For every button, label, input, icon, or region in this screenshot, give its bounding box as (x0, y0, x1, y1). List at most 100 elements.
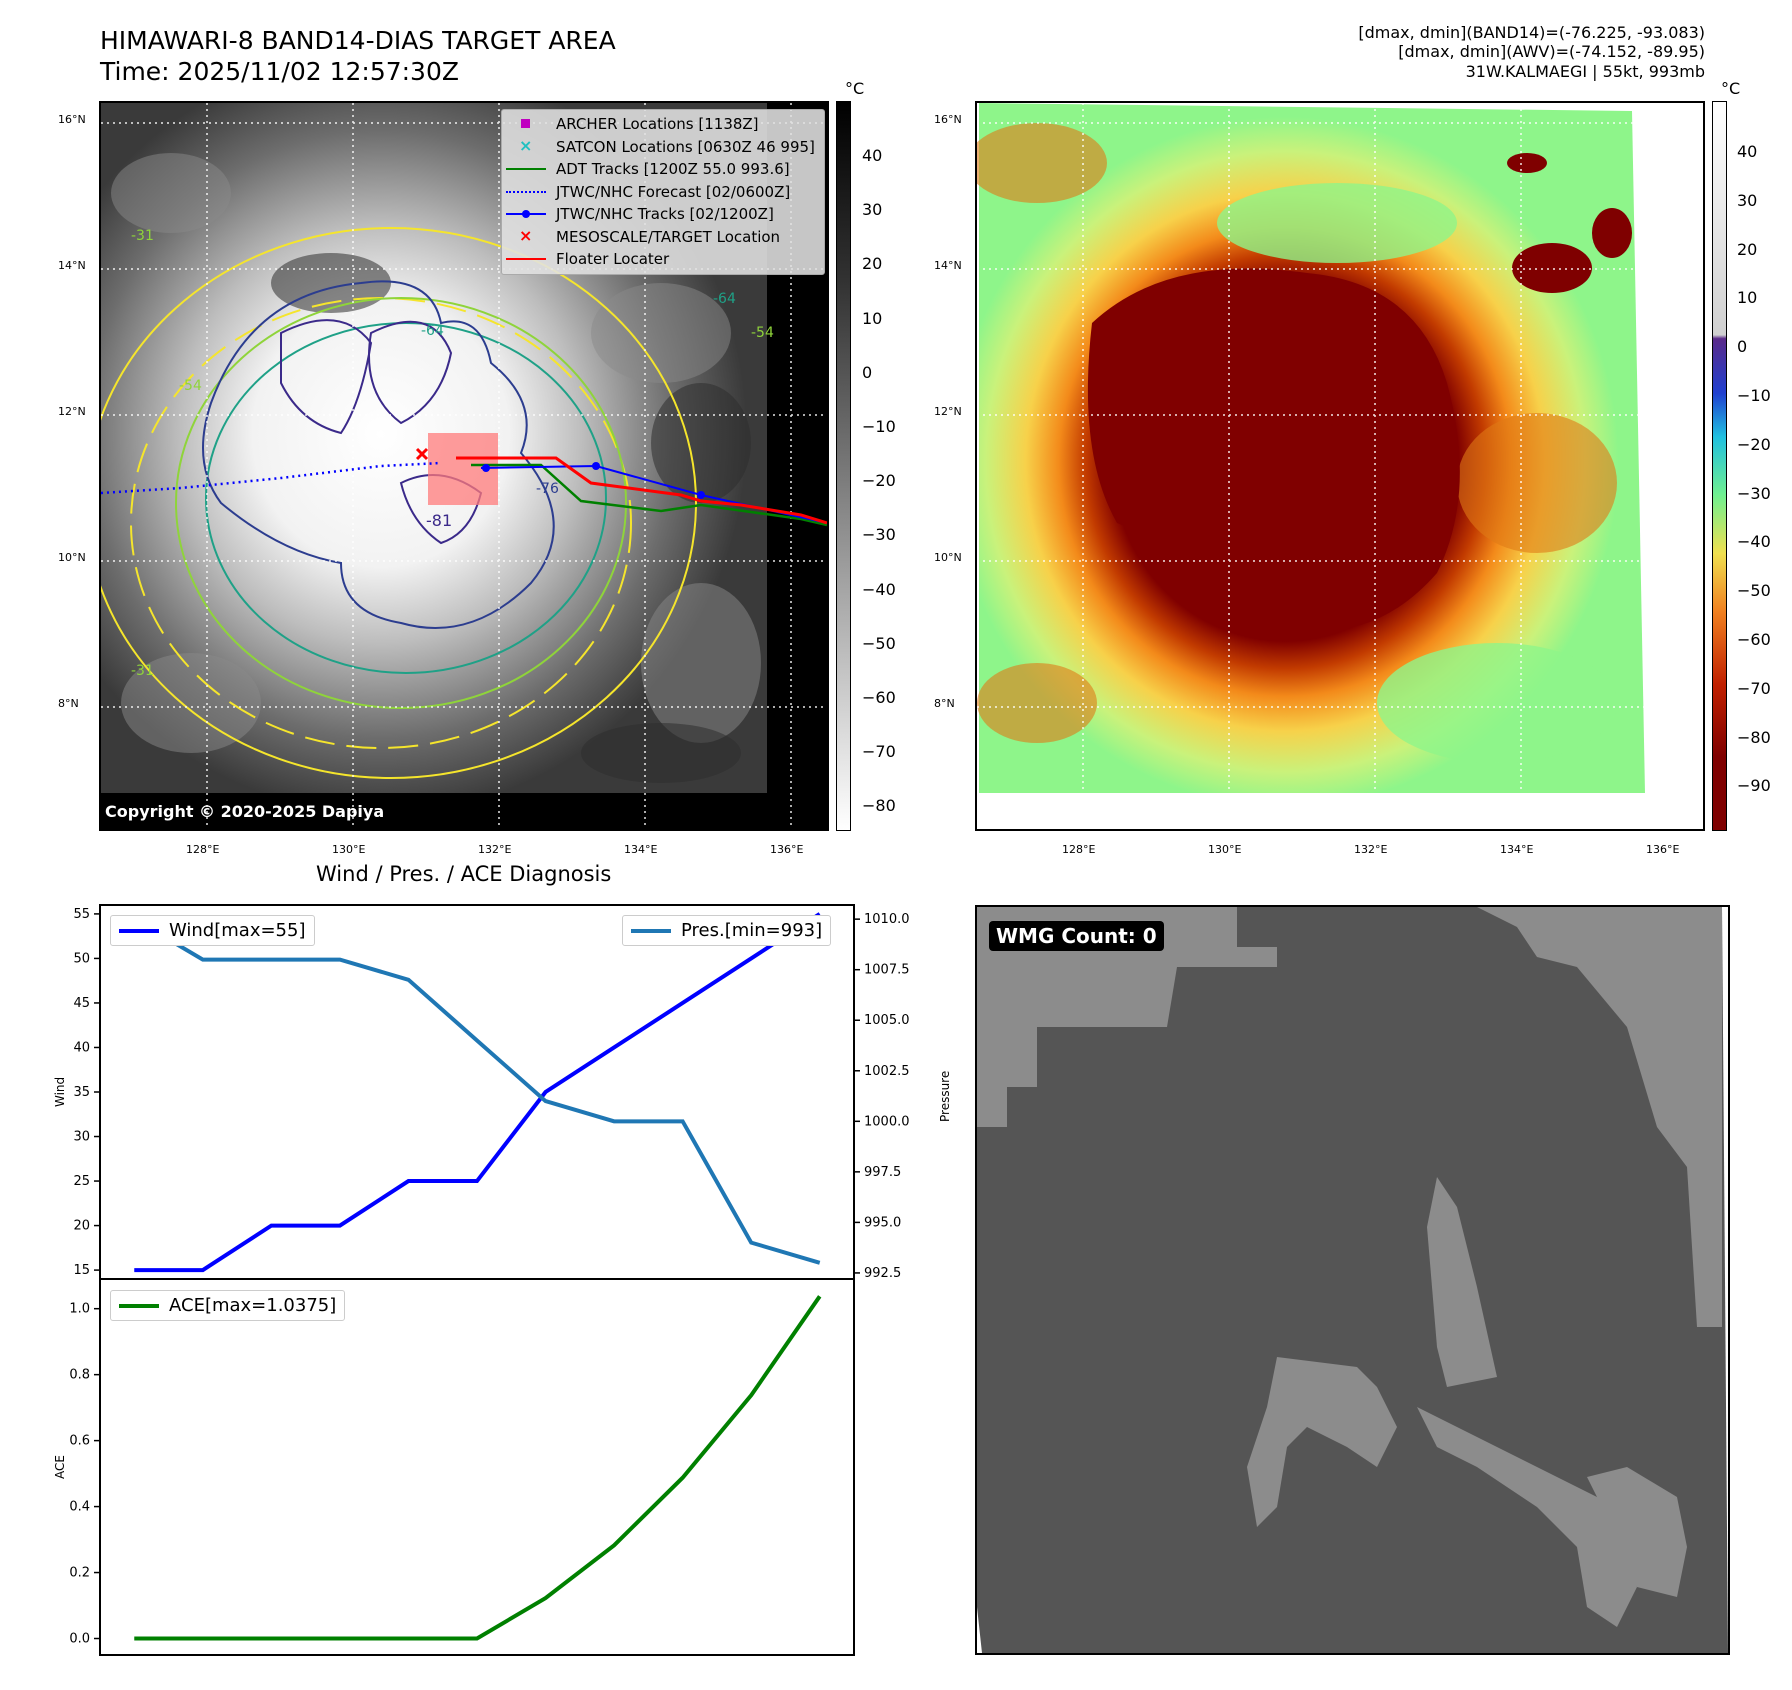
colorbar-tick-label: 40 (1737, 142, 1758, 161)
wind-y-tick-label: 45 (73, 996, 90, 1011)
colorbar-tick-label: 10 (1737, 288, 1758, 308)
awv-map-panel (975, 101, 1705, 831)
wind-y-tick-label: 55 (73, 907, 90, 922)
legend-label: ADT Tracks [1200Z 55.0 993.6] (556, 160, 790, 178)
ace-y-tick-label: 0.8 (69, 1368, 90, 1383)
diagnosis-title: Wind / Pres. / ACE Diagnosis (316, 862, 612, 886)
colorbar-tick-label: −70 (1737, 678, 1771, 698)
wmg-panel: WMG Count: 0 (975, 905, 1730, 1655)
info-band14: [dmax, dmin](BAND14)=(-76.225, -93.083) (1358, 23, 1705, 42)
wind-y-tick-label: 25 (73, 1174, 90, 1189)
colorbar-tick-label: 0 (862, 362, 873, 382)
lon-label: 130°E (332, 843, 366, 856)
legend-label: MESOSCALE/TARGET Location (556, 227, 781, 246)
colorbar-tick-label: −20 (1737, 434, 1771, 454)
legend-jtwc-tracks: JTWC/NHC Tracks [02/1200Z] (506, 203, 818, 226)
lon-label: 128°E (186, 843, 220, 856)
legend-adt: ADT Tracks [1200Z 55.0 993.6] (506, 158, 818, 181)
colorbar-tick-label: −40 (1737, 532, 1771, 552)
contour-label: -31 (131, 228, 154, 244)
ace-y-tick-label: 0.6 (69, 1434, 90, 1449)
steelblue-line-icon (631, 928, 671, 933)
lat-label: 8°N (58, 697, 79, 710)
legend-floater: Floater Locater (506, 248, 818, 271)
square-marker-icon (506, 113, 546, 135)
contour-label: -76 (536, 481, 559, 497)
colorbar-tick-label: −90 (1737, 776, 1771, 796)
figure-title-line1: HIMAWARI-8 BAND14-DIAS TARGET AREA (100, 26, 616, 55)
ir-colorbar (836, 101, 851, 831)
ace-y-tick-label: 0.4 (69, 1500, 90, 1515)
wind-y-tick-label: 40 (73, 1040, 90, 1055)
lon-label: 130°E (1208, 843, 1242, 856)
line-marker-icon (506, 158, 546, 180)
lon-label: 134°E (624, 843, 658, 856)
lat-label: 10°N (934, 551, 962, 564)
lon-label: 134°E (1500, 843, 1534, 856)
lat-label: 12°N (934, 405, 962, 418)
legend-mesoscale: × MESOSCALE/TARGET Location (506, 226, 818, 249)
contour-label: -31 (131, 663, 154, 679)
lat-label: 12°N (58, 405, 86, 418)
ace-series-line (134, 1295, 822, 1641)
colorbar-tick-label: 40 (862, 146, 883, 165)
colorbar-tick-label: 10 (862, 308, 883, 328)
colorbar-tick-label: −80 (862, 796, 896, 816)
legend-label: JTWC/NHC Tracks [02/1200Z] (556, 205, 774, 223)
blue-line-icon (119, 928, 159, 933)
x-marker-icon: × (519, 225, 533, 245)
lon-label: 136°E (1646, 843, 1680, 856)
pressure-y-tick-label: 992.5 (864, 1266, 901, 1281)
contour-label: -54 (751, 325, 774, 341)
ace-plot-frame (99, 1278, 855, 1656)
wind-y-tick-label: 35 (73, 1085, 90, 1100)
pressure-y-tick-label: 1010.0 (864, 912, 910, 927)
pressure-legend-label: Pres.[min=993] (681, 920, 823, 941)
pressure-legend: Pres.[min=993] (622, 915, 832, 946)
pressure-y-tick-label: 1005.0 (864, 1013, 910, 1028)
legend-satcon: × SATCON Locations [0630Z 46 995] (506, 136, 818, 159)
wind-pressure-ace-chart: 15 20 25 30 35 40 45 50 55 992.5 995.0 997.5 1000.0 1… (53, 904, 950, 1656)
pressure-y-tick-label: 1000.0 (864, 1114, 910, 1129)
awv-colorbar-unit: °C (1721, 79, 1741, 98)
colorbar-tick-label: −70 (862, 742, 896, 762)
pressure-axis-label: Pressure (938, 1071, 950, 1122)
legend-label: SATCON Locations [0630Z 46 995] (556, 137, 815, 156)
lon-label: 132°E (1354, 843, 1388, 856)
info-awv: [dmax, dmin](AWV)=(-74.152, -89.95) (1398, 42, 1705, 61)
wind-legend-label: Wind[max=55] (169, 920, 306, 941)
lon-label: 136°E (770, 843, 804, 856)
ace-legend: ACE[max=1.0375] (110, 1290, 346, 1321)
colorbar-tick-label: 30 (1737, 190, 1758, 210)
lat-label: 14°N (934, 259, 962, 272)
ace-axis-label: ACE (53, 1455, 67, 1479)
figure-title-line2: Time: 2025/11/02 12:57:30Z (100, 57, 459, 86)
ace-y-tick-label: 0.2 (69, 1566, 90, 1581)
colorbar-tick-label: −10 (1737, 386, 1771, 405)
colorbar-tick-label: −50 (1737, 581, 1771, 601)
colorbar-tick-label: −20 (862, 471, 896, 491)
lon-label: 128°E (1062, 843, 1096, 856)
copyright-text: Copyright © 2020-2025 Dapiya (105, 802, 385, 821)
dotted-line-icon (506, 181, 546, 203)
wind-series-line (134, 912, 821, 1273)
colorbar-tick-label: 20 (1737, 239, 1758, 259)
colorbar-tick-label: −80 (1737, 727, 1771, 747)
green-line-icon (119, 1303, 159, 1308)
lon-label: 132°E (478, 843, 512, 856)
line-dot-icon (506, 203, 546, 225)
lat-label: 14°N (58, 259, 86, 272)
wmg-image (977, 907, 1728, 1653)
colorbar-tick-label: 20 (862, 254, 883, 274)
colorbar-tick-label: −60 (1737, 630, 1771, 649)
legend-label: Floater Locater (556, 250, 670, 268)
colorbar-tick-label: 0 (1737, 337, 1748, 357)
colorbar-tick-label: −30 (1737, 483, 1771, 503)
colorbar-tick-label: −30 (862, 525, 896, 545)
contour-label: -64 (421, 323, 444, 339)
contour-label: -54 (179, 378, 202, 394)
wmg-count-badge: WMG Count: 0 (989, 921, 1164, 951)
x-marker-icon: × (519, 135, 533, 155)
colorbar-tick-label: 30 (862, 200, 883, 220)
info-storm: 31W.KALMAEGI | 55kt, 993mb (1465, 62, 1705, 81)
